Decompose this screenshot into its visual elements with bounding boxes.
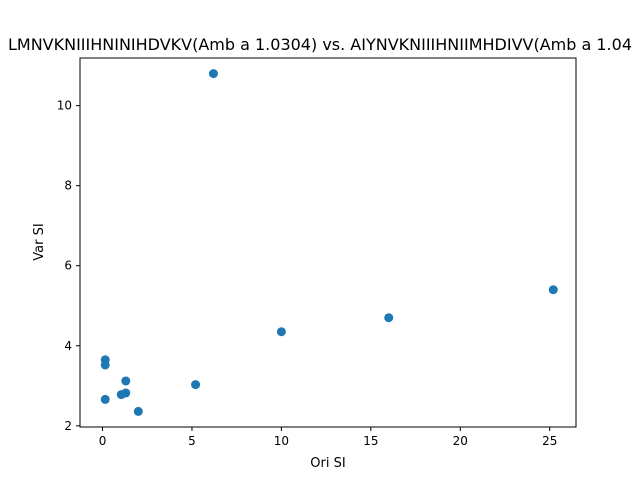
y-axis-label: Var SI (32, 223, 47, 260)
x-tick-label-3: 15 (363, 434, 378, 448)
axes-frame (79, 57, 577, 428)
y-tick-label-3: 8 (64, 179, 72, 193)
x-tick-label-2: 10 (274, 434, 289, 448)
x-axis-label: Ori SI (310, 456, 345, 471)
data-point-0 (208, 69, 218, 79)
y-tick-label-0: 2 (64, 419, 72, 433)
data-point-2 (384, 313, 394, 323)
data-point-9 (116, 390, 126, 400)
x-tick-label-0: 0 (99, 434, 107, 448)
x-tick-label-5: 25 (542, 434, 557, 448)
y-tick-label-2: 6 (64, 259, 72, 273)
data-points (100, 69, 558, 416)
axes: 0 5 10 15 20 25 2 4 6 8 10 (57, 57, 577, 448)
data-point-11 (133, 406, 143, 416)
data-point-6 (121, 376, 131, 386)
data-point-3 (276, 327, 286, 337)
plot-background (80, 58, 576, 427)
y-tick-label-1: 4 (64, 339, 72, 353)
data-point-5 (100, 360, 110, 370)
x-tick-label-1: 5 (188, 434, 196, 448)
y-tick-label-4: 10 (57, 99, 72, 113)
data-point-1 (548, 285, 558, 295)
data-point-7 (191, 380, 201, 390)
plot-area (80, 58, 576, 427)
chart-title: LMNVKNIIIHNINIHDVKV(Amb a 1.0304) vs. AI… (8, 35, 632, 54)
x-tick-label-4: 20 (453, 434, 468, 448)
data-point-10 (100, 394, 110, 404)
